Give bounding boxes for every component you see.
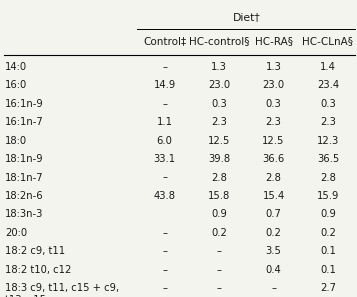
Text: –: –: [162, 62, 167, 72]
Text: 0.2: 0.2: [320, 228, 336, 238]
Text: HC-CLnA§: HC-CLnA§: [302, 37, 353, 47]
Text: 6.0: 6.0: [157, 136, 172, 146]
Text: 16:1n-7: 16:1n-7: [5, 117, 44, 127]
Text: 16:1n-9: 16:1n-9: [5, 99, 44, 109]
Text: 14:0: 14:0: [5, 62, 27, 72]
Text: 0.3: 0.3: [320, 99, 336, 109]
Text: 2.3: 2.3: [211, 117, 227, 127]
Text: –: –: [162, 173, 167, 183]
Text: HC-control§: HC-control§: [189, 37, 249, 47]
Text: –: –: [162, 228, 167, 238]
Text: 15.9: 15.9: [317, 191, 339, 201]
Text: 2.7: 2.7: [320, 283, 336, 293]
Text: 2.3: 2.3: [266, 117, 281, 127]
Text: 18:3n-3: 18:3n-3: [5, 209, 44, 219]
Text: 3.5: 3.5: [266, 246, 281, 256]
Text: 16:0: 16:0: [5, 80, 27, 91]
Text: 18:2 c9, t11: 18:2 c9, t11: [5, 246, 65, 256]
Text: –: –: [162, 265, 167, 275]
Text: HC-RA§: HC-RA§: [255, 37, 292, 47]
Text: 1.4: 1.4: [320, 62, 336, 72]
Text: 36.5: 36.5: [317, 154, 339, 164]
Text: 1.3: 1.3: [266, 62, 281, 72]
Text: –: –: [217, 283, 222, 293]
Text: –: –: [162, 283, 167, 293]
Text: 0.2: 0.2: [211, 228, 227, 238]
Text: 0.3: 0.3: [211, 99, 227, 109]
Text: 2.8: 2.8: [211, 173, 227, 183]
Text: 0.1: 0.1: [320, 265, 336, 275]
Text: 0.9: 0.9: [320, 209, 336, 219]
Text: 33.1: 33.1: [154, 154, 176, 164]
Text: 0.4: 0.4: [266, 265, 281, 275]
Text: 18:0: 18:0: [5, 136, 27, 146]
Text: –: –: [217, 265, 222, 275]
Text: 15.4: 15.4: [262, 191, 285, 201]
Text: 36.6: 36.6: [262, 154, 285, 164]
Text: 0.1: 0.1: [320, 246, 336, 256]
Text: 18:1n-7: 18:1n-7: [5, 173, 44, 183]
Text: 0.7: 0.7: [266, 209, 281, 219]
Text: –: –: [162, 99, 167, 109]
Text: 0.2: 0.2: [266, 228, 281, 238]
Text: 23.0: 23.0: [208, 80, 230, 91]
Text: 18:2n-6: 18:2n-6: [5, 191, 44, 201]
Text: 14.9: 14.9: [154, 80, 176, 91]
Text: –: –: [217, 246, 222, 256]
Text: 2.8: 2.8: [320, 173, 336, 183]
Text: 39.8: 39.8: [208, 154, 230, 164]
Text: 12.5: 12.5: [262, 136, 285, 146]
Text: 18:3 c9, t11, c15 + c9,
t13, c15: 18:3 c9, t11, c15 + c9, t13, c15: [5, 283, 120, 297]
Text: 2.8: 2.8: [266, 173, 281, 183]
Text: 18:2 t10, c12: 18:2 t10, c12: [5, 265, 72, 275]
Text: 20:0: 20:0: [5, 228, 27, 238]
Text: 23.4: 23.4: [317, 80, 339, 91]
Text: 12.3: 12.3: [317, 136, 339, 146]
Text: 43.8: 43.8: [154, 191, 176, 201]
Text: 1.3: 1.3: [211, 62, 227, 72]
Text: Diet†: Diet†: [232, 12, 260, 22]
Text: Control‡: Control‡: [143, 37, 186, 47]
Text: –: –: [271, 283, 276, 293]
Text: 0.3: 0.3: [266, 99, 281, 109]
Text: 15.8: 15.8: [208, 191, 230, 201]
Text: 0.9: 0.9: [211, 209, 227, 219]
Text: 18:1n-9: 18:1n-9: [5, 154, 44, 164]
Text: 23.0: 23.0: [262, 80, 285, 91]
Text: –: –: [162, 246, 167, 256]
Text: 1.1: 1.1: [157, 117, 173, 127]
Text: 12.5: 12.5: [208, 136, 230, 146]
Text: 2.3: 2.3: [320, 117, 336, 127]
